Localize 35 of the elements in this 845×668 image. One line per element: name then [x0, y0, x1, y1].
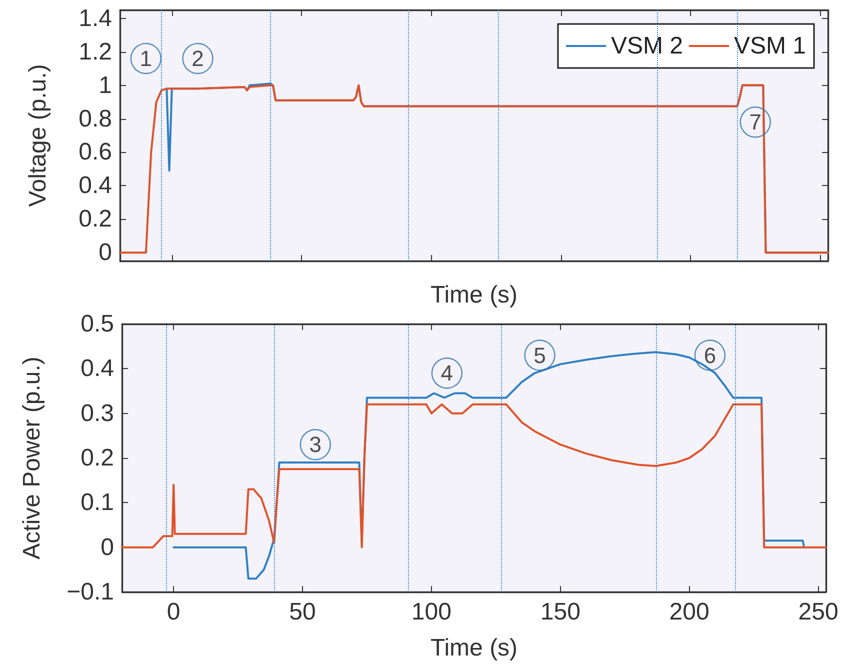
y-tick-label: 0.4 — [80, 355, 114, 382]
y-tick-label: −0.1 — [66, 578, 114, 606]
y-tick-label: 1.2 — [78, 38, 112, 66]
y-tick-label: 0.5 — [80, 310, 114, 338]
annotation: 5 — [534, 342, 546, 368]
annotation: 7 — [749, 110, 762, 135]
annotation: 1 — [140, 46, 152, 72]
y-tick-label: 0 — [98, 239, 112, 266]
y-tick-label: 0 — [100, 534, 114, 561]
legend-label: VSM 1 — [734, 32, 806, 60]
annotation: 4 — [440, 360, 454, 386]
y-tick-label: 0.1 — [80, 489, 114, 516]
x-axis-title: Time (s) — [430, 634, 518, 662]
annotation: 6 — [704, 342, 716, 368]
annotation: 2 — [192, 46, 204, 72]
x-tick-label: 150 — [540, 598, 580, 626]
y-tick-label: 0.4 — [78, 172, 112, 200]
y-tick-label: 1 — [98, 72, 112, 99]
y-axis-title: Active Power (p.u.) — [18, 356, 46, 560]
y-tick-label: 0.6 — [78, 138, 112, 166]
x-tick-label: 200 — [669, 598, 710, 626]
x-axis-title: Time (s) — [430, 282, 518, 308]
annotation: 3 — [309, 432, 322, 458]
y-tick-label: 0.8 — [78, 105, 112, 132]
x-tick-label: 250 — [798, 598, 838, 626]
x-tick-label: 100 — [411, 598, 452, 626]
line-series — [121, 403, 827, 548]
legend-label: VSM 2 — [610, 32, 683, 60]
y-tick-label: 0.3 — [80, 400, 114, 427]
x-tick-label: 0 — [166, 598, 180, 626]
y-tick-label: 0.2 — [78, 206, 112, 233]
x-tick-label: 50 — [289, 598, 316, 626]
y-axis-title: Voltage (p.u.) — [24, 64, 52, 207]
y-tick-label: 0.2 — [80, 444, 114, 472]
y-tick-label: 1.4 — [78, 4, 112, 32]
